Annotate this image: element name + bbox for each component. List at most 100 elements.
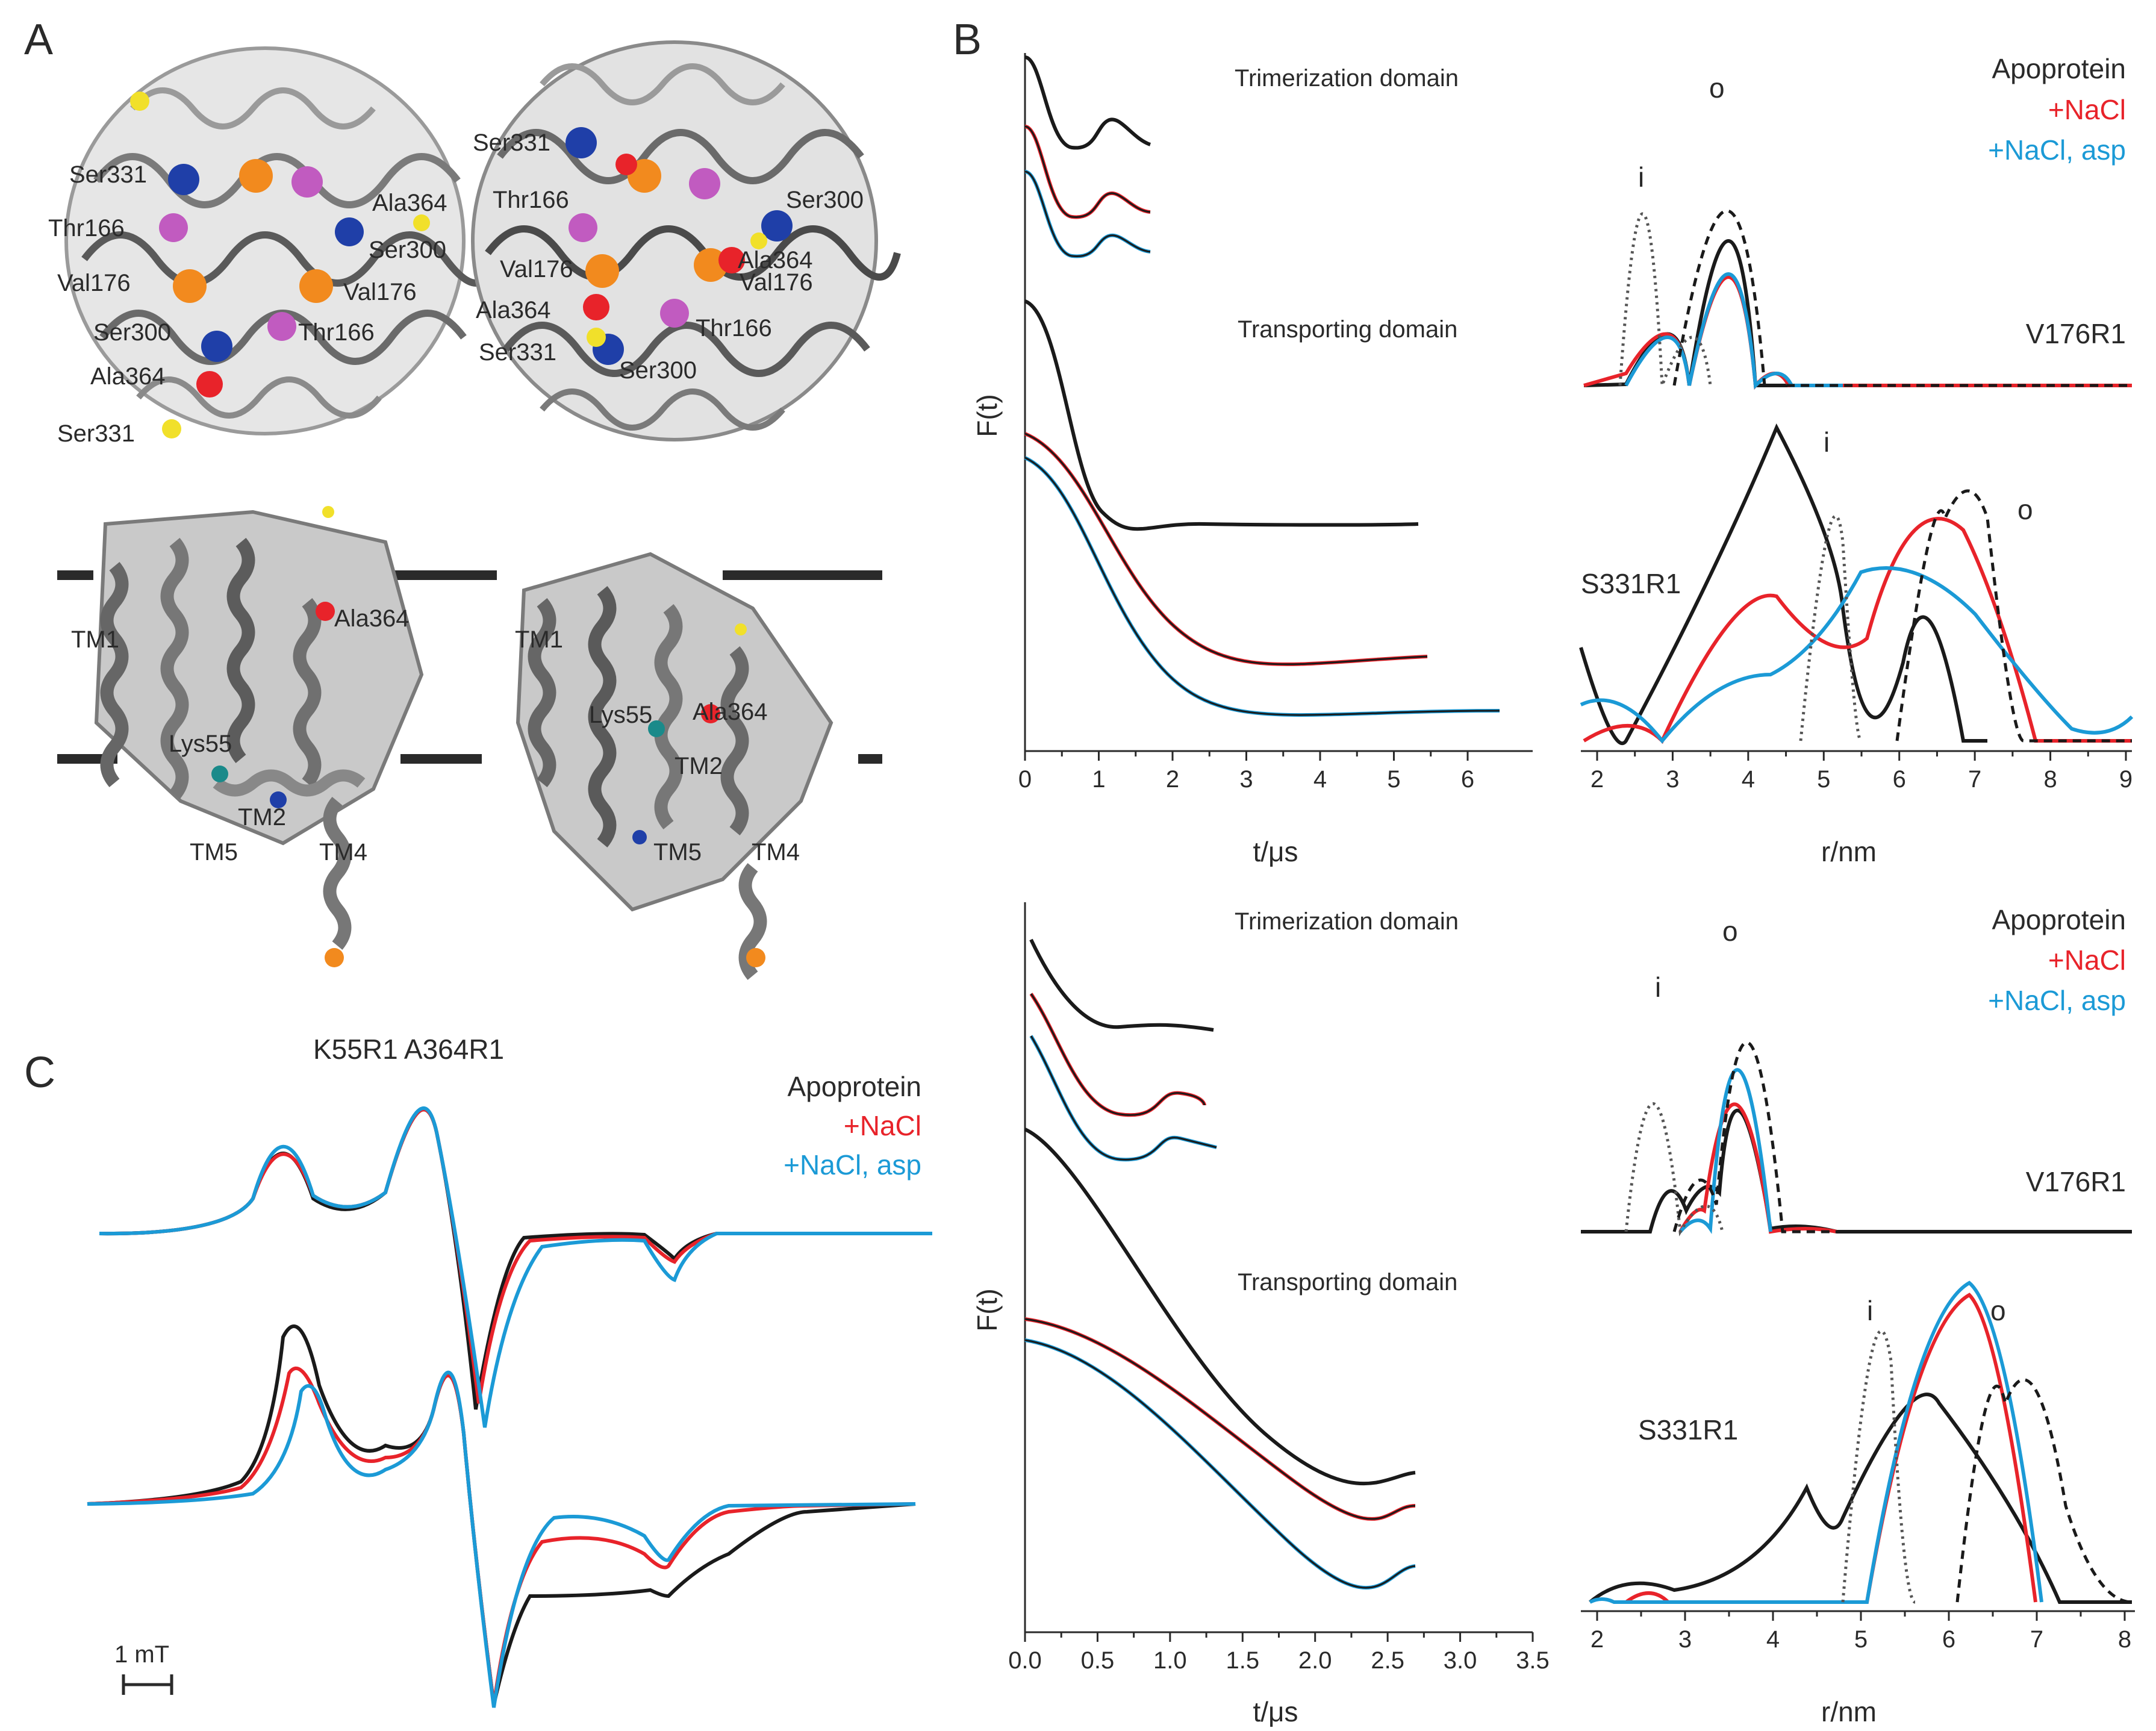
ft-ylabel-bottom: F(t) — [971, 1288, 1003, 1332]
top-time-tick-label-3: 3 — [1239, 766, 1253, 793]
panel-a-top-right-structure: Ser331 Thr166 Ser300 Val176 Ala364 Val17… — [471, 40, 901, 441]
label-tm2-c1: TM2 — [238, 804, 286, 831]
label-thr166-a2: Thr166 — [298, 319, 375, 346]
bottom-r-tick-label-0: 2 — [1591, 1626, 1604, 1653]
ft-ylabel-top: F(t) — [971, 394, 1003, 437]
trace-transport-nacl-top — [1024, 432, 1428, 666]
bottom-r-tick-label-5: 7 — [2030, 1626, 2043, 1653]
label-tm5-d1: TM5 — [653, 839, 702, 865]
top-r-tick-label-2: 4 — [1742, 766, 1755, 793]
bottom-r-tick-label-4: 6 — [1942, 1626, 1955, 1653]
label-thr166-b2: Thr166 — [696, 315, 772, 342]
r-xlabel-bottom: r/nm — [1821, 1696, 1877, 1727]
chart-b-bottom-dist: 2 3 4 5 6 7 8 r/nm Apoprotein +NaCl +NaCl, asp… — [1581, 904, 2135, 1727]
top-time-tick-label-6: 6 — [1461, 766, 1474, 793]
trace-trimer-apo-top — [1024, 55, 1151, 150]
label-ser331-b1: Ser331 — [473, 129, 550, 156]
top-r-tick-label-0: 2 — [1591, 766, 1604, 793]
top-time-tick-label-4: 4 — [1313, 766, 1327, 793]
mutant-s331-bottom: S331R1 — [1638, 1414, 1738, 1446]
legend-nacl-top: +NaCl — [2048, 94, 2126, 125]
spectrum-lower-apo — [87, 1324, 916, 1705]
label-ala364-d1: Ala364 — [693, 699, 768, 725]
top-r-tick-label-1: 3 — [1666, 766, 1679, 793]
label-thr166-a1: Thr166 — [48, 215, 125, 242]
chart-c-cw-epr: K55R1 A364R1 Apoprotein +NaCl +NaCl, asp… — [87, 1034, 932, 1708]
peak-i-top-s: i — [1824, 426, 1830, 458]
label-ala364-c1: Ala364 — [334, 605, 410, 632]
bottom-r-tick-label-6: 8 — [2118, 1626, 2131, 1653]
legend-apo-c: Apoprotein — [788, 1071, 922, 1102]
label-tm2-d1: TM2 — [675, 753, 723, 779]
bottom-r-tick-label-1: 3 — [1678, 1626, 1692, 1653]
legend-nacl-c: +NaCl — [844, 1110, 921, 1141]
t-xlabel-top: t/μs — [1253, 836, 1298, 867]
mutant-s331-top: S331R1 — [1581, 568, 1681, 599]
label-ala364-a1: Ala364 — [372, 190, 447, 216]
label-ser300-a1: Ser300 — [369, 237, 446, 263]
label-tm1-d1: TM1 — [515, 626, 563, 653]
mutant-v176-bottom: V176R1 — [2026, 1166, 2126, 1197]
label-ala364-b1: Ala364 — [738, 247, 813, 273]
legend-asp-c: +NaCl, asp — [784, 1149, 921, 1181]
panel-c-title: K55R1 A364R1 — [313, 1034, 504, 1065]
panel-a-bottom-left-structure: Ala364 TM1 Lys55 TM2 TM5 TM4 — [57, 506, 497, 967]
label-ser331-a2: Ser331 — [57, 420, 135, 447]
trace-transport-apo-bottom — [1024, 1127, 1416, 1486]
bottom-time-tick-label-1: 0.5 — [1081, 1647, 1115, 1674]
transport-domain-label-bottom: Transporting domain — [1238, 1269, 1457, 1296]
bottom-r-tick-label-3: 5 — [1854, 1626, 1868, 1653]
label-tm4-c1: TM4 — [319, 839, 367, 865]
chart-b-bottom-time: 0.0 0.5 1.0 1.5 2.0 2.5 3.0 3.5 F(t) t/μs Trime… — [971, 902, 1550, 1727]
mutant-v176-top: V176R1 — [2026, 318, 2126, 349]
label-tm5-c1: TM5 — [190, 839, 238, 865]
top-time-tick-label-5: 5 — [1387, 766, 1400, 793]
trimer-domain-label-top: Trimerization domain — [1235, 65, 1459, 92]
label-ser300-b2: Ser300 — [619, 357, 697, 384]
spectrum-upper-asp — [99, 1106, 932, 1428]
label-ser331-b2: Ser331 — [479, 339, 556, 366]
label-val176-b2: Val176 — [740, 269, 813, 296]
bottom-r-tick-label-2: 4 — [1766, 1626, 1780, 1653]
bottom-time-tick-label-5: 2.5 — [1371, 1647, 1404, 1674]
label-lys55-d1: Lys55 — [589, 702, 652, 728]
legend-asp-top: +NaCl, asp — [1988, 134, 2126, 166]
label-tm1-c1: TM1 — [71, 626, 119, 653]
peak-o-bottom: o — [1722, 915, 1738, 947]
top-time-tick-label-2: 2 — [1166, 766, 1179, 793]
peak-i-bottom: i — [1655, 972, 1661, 1003]
legend-apo-top: Apoprotein — [1992, 53, 2126, 84]
bottom-time-tick-label-4: 2.0 — [1298, 1647, 1332, 1674]
label-val176-a2: Val176 — [343, 279, 417, 305]
panel-label-b: B — [953, 16, 982, 64]
legend-nacl-bottom: +NaCl — [2048, 944, 2126, 976]
top-r-tick-label-5: 7 — [1968, 766, 1981, 793]
bottom-time-tick-label-2: 1.0 — [1153, 1647, 1187, 1674]
top-time-tick-label-1: 1 — [1092, 766, 1105, 793]
trace-transport-asp-top — [1024, 456, 1500, 717]
trace-transport-nacl-bottom — [1024, 1317, 1416, 1521]
peak-o-top: o — [1709, 72, 1725, 104]
label-ala364-b2: Ala364 — [476, 297, 551, 323]
legend-asp-bottom: +NaCl, asp — [1988, 985, 2126, 1016]
trimer-domain-label-bottom: Trimerization domain — [1235, 908, 1459, 935]
panel-a-bottom-right-structure: TM1 Lys55 Ala364 TM2 TM5 TM4 — [515, 552, 882, 981]
peak-o-bottom-s: o — [1990, 1295, 2006, 1326]
peak-i-top: i — [1638, 161, 1644, 193]
bottom-time-tick-label-6: 3.0 — [1444, 1647, 1477, 1674]
trace-transport-apo-top — [1024, 299, 1419, 531]
top-r-tick-label-3: 5 — [1817, 766, 1830, 793]
label-ala364-a2: Ala364 — [90, 363, 166, 390]
label-ser300-a2: Ser300 — [93, 319, 171, 346]
label-val176-a1: Val176 — [57, 270, 131, 296]
top-r-tick-label-7: 9 — [2119, 766, 2133, 793]
trace-trimer-apo-bottom — [1029, 938, 1214, 1032]
transport-domain-label-top: Transporting domain — [1238, 316, 1457, 343]
t-xlabel-bottom: t/μs — [1253, 1696, 1298, 1727]
spectrum-lower-asp — [87, 1370, 916, 1708]
panel-a-top-left-structure: Ser331 Thr166 Ala364 Ser300 Val176 Val17… — [48, 46, 497, 447]
chart-b-top-time: 0 1 2 3 4 5 6 F(t) t/μs Trimerization domain T… — [971, 53, 1533, 867]
trace-trimer-nacl-bottom — [1029, 993, 1206, 1117]
trace-transport-asp-bottom — [1024, 1338, 1416, 1590]
chart-b-top-dist: 2 3 4 5 6 7 8 9 r/nm Apoprotein +NaCl +NaCl, as… — [1579, 53, 2134, 867]
